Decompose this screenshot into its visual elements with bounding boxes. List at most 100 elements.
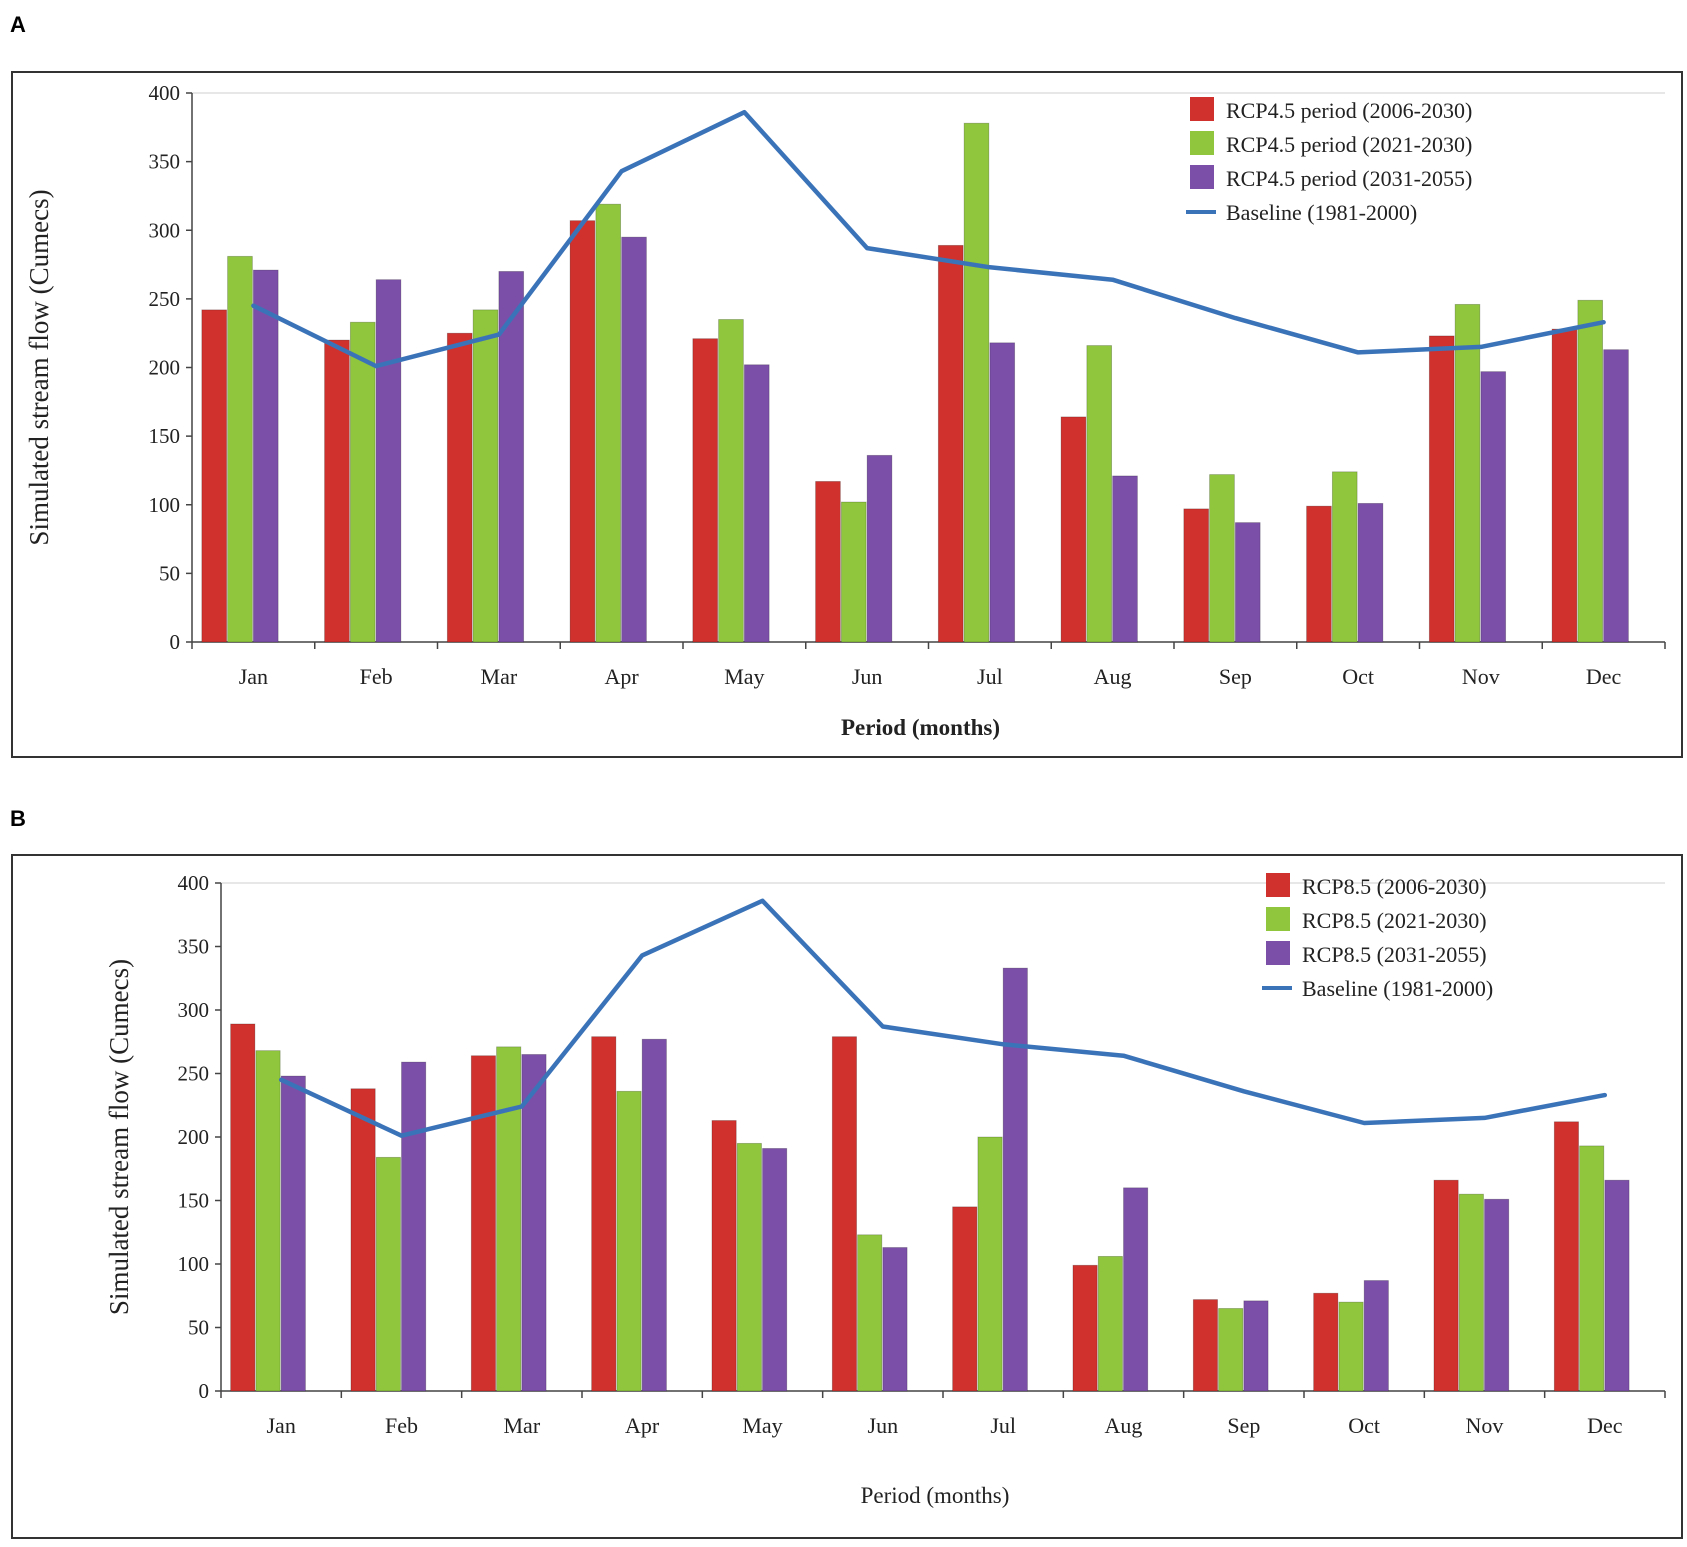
chart-b-bar-s1-aug (1072, 1264, 1098, 1392)
chart-a-bar-s2-aug (1086, 345, 1113, 643)
chart-a-y-tick-label-2: 100 (149, 493, 181, 517)
chart-b-legend-label-4: Baseline (1981-2000) (1302, 976, 1493, 1001)
chart-b-bar-s2-sep (1218, 1308, 1244, 1392)
chart-a-bar-s1-feb (324, 339, 350, 643)
chart-a-y-axis-title: Simulated stream flow (Cumecs) (24, 189, 54, 545)
chart-b-bar-s2-jan (255, 1050, 281, 1392)
chart-a-legend-swatch-2 (1190, 131, 1214, 155)
chart-b-legend-swatch-2 (1266, 907, 1290, 931)
chart-a-bar-s3-oct (1357, 502, 1384, 643)
chart-a-bar-s2-jan (227, 255, 253, 643)
chart-b-y-tick-label-5: 250 (178, 1062, 210, 1086)
chart-a-x-tick-label-jan: Jan (239, 664, 268, 689)
chart-b-y-tick-label-2: 100 (178, 1252, 210, 1276)
chart-a-y-tick-label-1: 50 (159, 561, 180, 585)
chart-a-bar-s1-jan (201, 309, 227, 643)
chart-b-bar-s3-sep (1243, 1300, 1269, 1392)
chart-b-x-tick-label-apr: Apr (625, 1413, 660, 1438)
chart-a-legend-label-4: Baseline (1981-2000) (1226, 200, 1417, 225)
chart-b-bar-s1-jul (952, 1206, 978, 1392)
chart-a-bar-s2-nov (1454, 303, 1481, 643)
chart-a-bar-s2-apr (595, 203, 622, 643)
chart-a-x-tick-label-may: May (724, 664, 764, 689)
chart-b-y-tick-label-1: 50 (188, 1316, 209, 1340)
chart-a-x-tick-label-nov: Nov (1462, 664, 1500, 689)
chart-a-y-tick-label-7: 350 (149, 150, 181, 174)
chart-a-bar-s3-apr (621, 236, 647, 643)
chart-b-y-tick-label-3: 150 (178, 1189, 210, 1213)
chart-a-bar-s3-dec (1603, 349, 1629, 643)
chart-b-bar-s3-apr (641, 1038, 667, 1392)
chart-panel-a: 0 50 100 150 200 250 300 350 400 Jan Feb Mar Apr May J… (11, 71, 1683, 758)
chart-b-bar-s2-jul (977, 1136, 1003, 1392)
chart-a-bar-s3-mar (498, 271, 525, 643)
chart-b-legend-label-3: RCP8.5 (2031-2055) (1302, 942, 1487, 967)
chart-a-legend-label-3: RCP4.5 period (2031-2055) (1226, 166, 1472, 191)
chart-b-bar-s1-oct (1313, 1292, 1339, 1392)
chart-b-bar-s2-jun (857, 1234, 883, 1392)
chart-a-bar-s1-may (692, 338, 718, 643)
chart-a-bar-s2-sep (1209, 474, 1235, 643)
chart-b-y-tick-label-0: 0 (199, 1379, 210, 1403)
chart-a-bar-s1-apr (569, 220, 596, 643)
chart-a-y-tick-label-5: 250 (149, 287, 181, 311)
chart-b-bar-s1-apr (591, 1036, 617, 1392)
chart-a-legend-label-2: RCP4.5 period (2021-2030) (1226, 132, 1472, 157)
chart-b-x-axis-title: Period (months) (861, 1483, 1010, 1508)
chart-a-y-tick-label-4: 200 (149, 356, 181, 380)
chart-b-legend-label-2: RCP8.5 (2021-2030) (1302, 908, 1487, 933)
chart-b-bar-s1-feb (350, 1088, 376, 1392)
panel-label-b: B (10, 806, 26, 831)
chart-b-baseline-line (278, 898, 1608, 1138)
chart-a-x-tick-label-jul: Jul (977, 664, 1003, 689)
chart-a-bar-s3-nov (1480, 371, 1507, 643)
chart-a-bar-s3-feb (375, 279, 402, 643)
chart-a-bar-s2-jul (963, 122, 990, 643)
chart-b-x-tick-label-feb: Feb (385, 1413, 418, 1438)
chart-a-y-tick-label-0: 0 (170, 630, 181, 654)
chart-b-bar-s2-may (736, 1142, 762, 1392)
chart-b-bar-s1-nov (1433, 1179, 1459, 1392)
chart-b-bar-s1-jan (230, 1023, 256, 1392)
chart-a-x-tick-label-mar: Mar (481, 664, 518, 689)
chart-b-bar-s3-nov (1484, 1198, 1510, 1392)
chart-a-baseline-line (251, 109, 1606, 369)
chart-a-bar-s2-feb (349, 321, 376, 643)
chart-a-bar-s1-nov (1428, 335, 1455, 643)
chart-a-y-tick-label-8: 400 (149, 81, 181, 105)
chart-b-bar-s3-aug (1123, 1187, 1149, 1392)
chart-a-x-axis-title: Period (months) (841, 715, 1000, 740)
chart-a-bar-s1-mar (446, 332, 473, 643)
chart-a-bar-s2-jun (840, 501, 867, 643)
chart-a-x-tick-label-dec: Dec (1586, 664, 1622, 689)
chart-a-legend-swatch-1 (1190, 97, 1214, 121)
chart-a-bar-s1-jul (937, 244, 964, 643)
chart-b-x-tick-label-sep: Sep (1227, 1413, 1260, 1438)
chart-b-bar-s2-apr (616, 1090, 642, 1392)
chart-a-x-tick-label-oct: Oct (1342, 664, 1374, 689)
chart-a-bar-s3-jun (866, 454, 893, 643)
chart-b-bar-s3-jul (1002, 967, 1028, 1392)
chart-b-x-tick-label-oct: Oct (1348, 1413, 1380, 1438)
chart-a-bar-s1-oct (1306, 505, 1332, 643)
chart-a-bar-s1-jun (815, 481, 841, 643)
chart-b-x-tick-label-jul: Jul (990, 1413, 1016, 1438)
chart-a-bar-s2-mar (472, 309, 499, 643)
chart-b-y-tick-label-8: 400 (178, 871, 210, 895)
chart-b-bar-s3-feb (401, 1061, 427, 1392)
chart-a-bar-s3-aug (1112, 475, 1138, 643)
chart-b-x-tick-label-mar: Mar (504, 1413, 541, 1438)
chart-a-x-tick-label-jun: Jun (852, 664, 883, 689)
chart-b-x-tick-label-jan: Jan (267, 1413, 296, 1438)
chart-a-bar-s1-dec (1551, 328, 1578, 643)
chart-b-bar-s3-may (762, 1148, 788, 1392)
chart-b-bar-s1-dec (1553, 1121, 1579, 1392)
chart-b-y-tick-label-7: 350 (178, 935, 210, 959)
chart-a-bar-s2-may (718, 319, 744, 643)
chart-a-bar-s2-dec (1577, 299, 1604, 643)
chart-b-bar-s1-jun (831, 1036, 857, 1392)
chart-b-x-tick-label-dec: Dec (1587, 1413, 1623, 1438)
chart-b-bar-s3-mar (521, 1054, 547, 1392)
chart-a-bar-s3-sep (1234, 522, 1261, 643)
chart-a-bar-s3-jul (989, 342, 1016, 643)
